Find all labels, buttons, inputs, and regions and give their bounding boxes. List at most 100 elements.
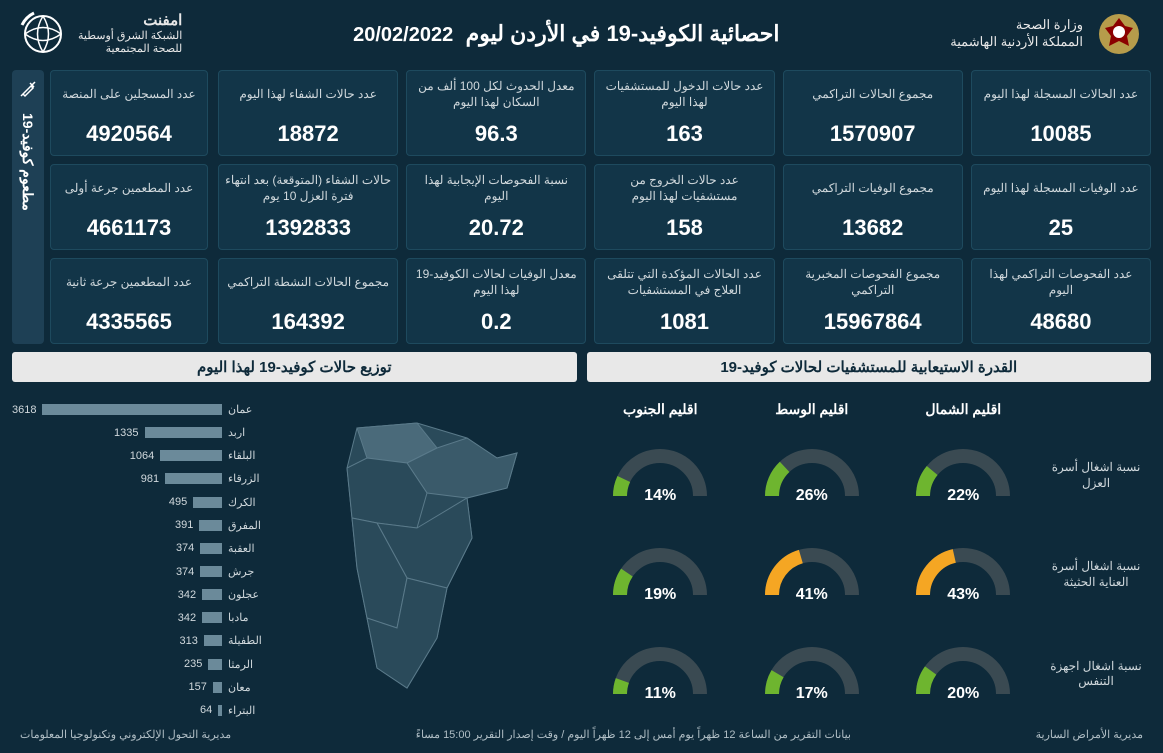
bar-row: عمان 3618 <box>12 400 272 420</box>
bar-track: 1064 <box>12 450 222 462</box>
bar-value: 1064 <box>130 450 154 462</box>
bar-row: الكرك495 <box>12 492 272 512</box>
bar-fill <box>200 566 222 577</box>
stat-label: مجموع الوفيات التراكمي <box>812 173 934 205</box>
bar-name: جرش <box>228 565 272 578</box>
bar-value: 374 <box>176 542 194 554</box>
bar-track: 1335 <box>12 427 222 439</box>
bar-fill <box>213 682 222 693</box>
bar-row: معان 157 <box>12 677 272 697</box>
stat-label: عدد المطعمين جرعة أولى <box>65 173 193 205</box>
distribution-panel: توزيع حالات كوفيد-19 لهذا اليوم عمان 3618… <box>12 352 577 722</box>
stat-label: عدد الحالات المسجلة لهذا اليوم <box>984 79 1139 111</box>
bar-row: المفرق 391 <box>12 515 272 535</box>
stat-value: 96.3 <box>475 121 518 147</box>
bar-value: 3618 <box>12 404 36 416</box>
bar-track: 981 <box>12 473 222 485</box>
capacity-title: القدرة الاستيعابية للمستشفيات لحالات كوف… <box>587 352 1152 382</box>
network-line1: امفنت <box>78 12 182 30</box>
stat-card: عدد الفحوصات التراكمي لهذا اليوم48680 <box>971 258 1151 344</box>
gauge: 11% <box>605 639 715 709</box>
stat-card: مجموع الوفيات التراكمي13682 <box>783 164 963 250</box>
bar-value: 495 <box>169 496 187 508</box>
bar-fill <box>202 612 222 623</box>
gauge: 17% <box>757 639 867 709</box>
bar-name: المفرق <box>228 519 272 532</box>
bar-fill <box>145 427 222 438</box>
gauge-grid: اقليم الشمالاقليم الوسطاقليم الجنوبنسبة … <box>587 394 1152 722</box>
stat-label: عدد حالات الدخول للمستشفيات لهذا اليوم <box>601 79 767 111</box>
bar-row: عجلون 342 <box>12 585 272 605</box>
bar-row: مادبا342 <box>12 608 272 628</box>
bar-track: 374 <box>12 542 222 554</box>
ministry-line1: وزارة الصحة <box>950 17 1083 34</box>
gauge-value: 20% <box>908 685 1018 703</box>
stat-value: 4661173 <box>87 215 171 241</box>
stat-label: عدد المطعمين جرعة ثانية <box>66 267 192 299</box>
bar-fill <box>208 659 222 670</box>
bar-value: 391 <box>175 519 193 531</box>
bar-value: 1335 <box>114 427 138 439</box>
stat-value: 25 <box>1049 215 1073 241</box>
bar-track: 235 <box>12 658 222 670</box>
bar-track: 64 <box>12 704 222 716</box>
gauge-row-label: نسبة اشغال أسرة العزل <box>1041 460 1151 491</box>
bar-name: عمان <box>228 403 272 416</box>
stat-label: عدد الحالات المؤكدة التي تتلقى العلاج في… <box>601 267 767 299</box>
bar-fill <box>42 404 222 415</box>
stat-label: معدل الحدوث لكل 100 ألف من السكان لهذا ا… <box>413 79 579 111</box>
footer: مديرية الأمراض السارية بيانات التقرير من… <box>0 722 1163 741</box>
stat-card: مجموع الفحوصات المخبرية التراكمي15967864 <box>783 258 963 344</box>
footer-right: مديرية الأمراض السارية <box>1036 728 1143 741</box>
bar-fill <box>199 520 222 531</box>
vaccine-side-label-box: مطعوم كوفيد-19 <box>12 70 44 344</box>
stat-card: عدد الوفيات المسجلة لهذا اليوم25 <box>971 164 1151 250</box>
bar-fill <box>204 635 222 646</box>
bar-track: 495 <box>12 496 222 508</box>
gauge-region-header: اقليم الجنوب <box>623 401 697 418</box>
footer-left: مديرية التحول الإلكتروني وتكنولوجيا المع… <box>20 728 231 741</box>
header-title-block: احصائية الكوفيد-19 في الأردن ليوم 20/02/… <box>182 21 950 47</box>
stat-label: مجموع الفحوصات المخبرية التراكمي <box>790 267 956 299</box>
stat-value: 1081 <box>660 309 709 335</box>
bar-row: الطفيلة313 <box>12 631 272 651</box>
stat-value: 20.72 <box>469 215 524 241</box>
stat-card: حالات الشفاء (المتوقعة) بعد انتهاء فترة … <box>218 164 398 250</box>
stat-value: 1570907 <box>830 121 916 147</box>
gauge: 43% <box>908 540 1018 610</box>
distribution-body: عمان3618اربد1335البلقاء1064الزرقاء981الك… <box>12 394 577 722</box>
bar-value: 981 <box>141 473 159 485</box>
gauge-value: 17% <box>757 685 867 703</box>
gauge-row-label: نسبة اشغال أسرة العناية الحثيثة <box>1041 559 1151 590</box>
gauge: 19% <box>605 540 715 610</box>
gauge-value: 43% <box>908 586 1018 604</box>
bar-name: عجلون <box>228 588 272 601</box>
bar-track: 374 <box>12 566 222 578</box>
distribution-title: توزيع حالات كوفيد-19 لهذا اليوم <box>12 352 577 382</box>
stat-card: مجموع الحالات التراكمي 1570907 <box>783 70 963 156</box>
bar-name: معان <box>228 681 272 694</box>
bar-value: 157 <box>189 681 207 693</box>
stat-card: معدل الحدوث لكل 100 ألف من السكان لهذا ا… <box>406 70 586 156</box>
gauge-value: 41% <box>757 586 867 604</box>
ministry-line2: المملكة الأردنية الهاشمية <box>950 34 1083 51</box>
stat-label: مجموع الحالات التراكمي <box>812 79 933 111</box>
network-globe-icon <box>20 11 66 57</box>
capacity-panel: القدرة الاستيعابية للمستشفيات لحالات كوف… <box>587 352 1152 722</box>
bar-value: 235 <box>184 658 202 670</box>
page-title: احصائية الكوفيد-19 في الأردن ليوم <box>466 21 780 46</box>
stat-label: عدد الفحوصات التراكمي لهذا اليوم <box>978 267 1144 299</box>
bar-row: اربد1335 <box>12 423 272 443</box>
vaccine-side-label: مطعوم كوفيد-19 <box>20 113 36 211</box>
gauge-region-header: اقليم الشمال <box>925 401 1001 418</box>
stat-card: عدد الحالات المسجلة لهذا اليوم 10085 <box>971 70 1151 156</box>
gauge-value: 19% <box>605 586 715 604</box>
stat-value: 10085 <box>1030 121 1091 147</box>
bar-value: 342 <box>178 589 196 601</box>
bar-row: جرش 374 <box>12 562 272 582</box>
bar-track: 313 <box>12 635 222 647</box>
bar-row: العقبة374 <box>12 538 272 558</box>
stat-label: عدد حالات الخروج من مستشفيات لهذا اليوم <box>601 173 767 205</box>
header-ministry: وزارة الصحة المملكة الأردنية الهاشمية <box>950 10 1143 58</box>
stat-value: 163 <box>666 121 703 147</box>
